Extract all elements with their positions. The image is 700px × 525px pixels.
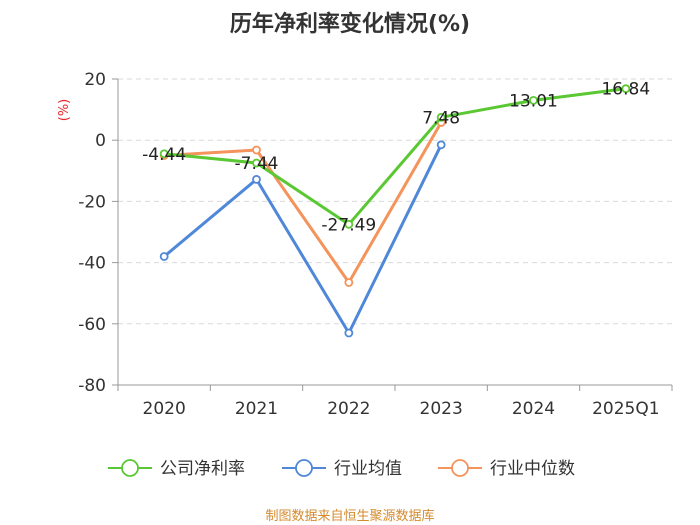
legend-label: 行业均值	[334, 459, 402, 479]
y-tick-label: -40	[78, 254, 106, 274]
chart-title: 历年净利率变化情况(%)	[230, 11, 470, 37]
legend-swatch-marker	[451, 459, 469, 477]
x-tick-label: 2024	[512, 399, 555, 419]
x-tick-label: 2022	[327, 399, 370, 419]
series-point	[344, 328, 354, 338]
legend-label: 行业中位数	[490, 459, 575, 479]
y-axis-ticks: 20 0 -20 -40 -60 -80	[78, 70, 118, 396]
y-tick-label: -60	[78, 315, 106, 335]
series-point	[159, 252, 169, 261]
series-point	[159, 149, 169, 159]
series-point	[252, 158, 261, 168]
x-tick-label: 2021	[235, 399, 278, 419]
series-point	[436, 140, 446, 150]
data-label: -7.44	[235, 154, 279, 174]
series-point	[252, 174, 261, 184]
legend: 公司净利率 行业均值 行业中位数	[108, 459, 575, 479]
source-note: 制图数据来自恒生聚源数据库	[265, 508, 434, 524]
series-lines	[159, 84, 631, 338]
x-tick-label: 2025Q1	[592, 399, 659, 419]
series-point	[252, 145, 261, 155]
y-tick-label: -80	[78, 376, 106, 396]
y-tick-label: 20	[84, 70, 106, 90]
y-axis-unit: (%)	[57, 99, 72, 122]
legend-swatch-marker	[295, 459, 313, 477]
series-line-2	[164, 121, 443, 284]
series-point	[344, 278, 354, 287]
series-line-0	[164, 87, 627, 226]
series-point	[529, 95, 538, 105]
series-point	[344, 219, 354, 229]
x-axis-ticks: 2020 2021 2022 2023 2024 2025Q1	[117, 385, 673, 419]
legend-label: 公司净利率	[160, 459, 245, 479]
x-tick-label: 2023	[420, 399, 463, 419]
series-line-1	[163, 144, 443, 335]
data-label: 16.84	[601, 80, 650, 100]
legend-swatch-marker	[121, 459, 139, 477]
series-point	[436, 112, 446, 122]
data-label: -27.49	[321, 215, 376, 235]
x-tick-label: 2020	[143, 399, 186, 419]
data-label: -4.44	[142, 145, 186, 165]
series-point	[621, 84, 631, 94]
data-label: 7.48	[422, 108, 460, 128]
y-tick-label: 0	[95, 131, 106, 151]
grid-lines	[118, 78, 672, 325]
data-labels: -4.44 -7.44 -27.49 7.48 13.01 16.84	[142, 80, 650, 236]
data-label: 13.01	[509, 91, 558, 111]
y-tick-label: -20	[78, 192, 106, 212]
x-axis	[117, 79, 672, 386]
